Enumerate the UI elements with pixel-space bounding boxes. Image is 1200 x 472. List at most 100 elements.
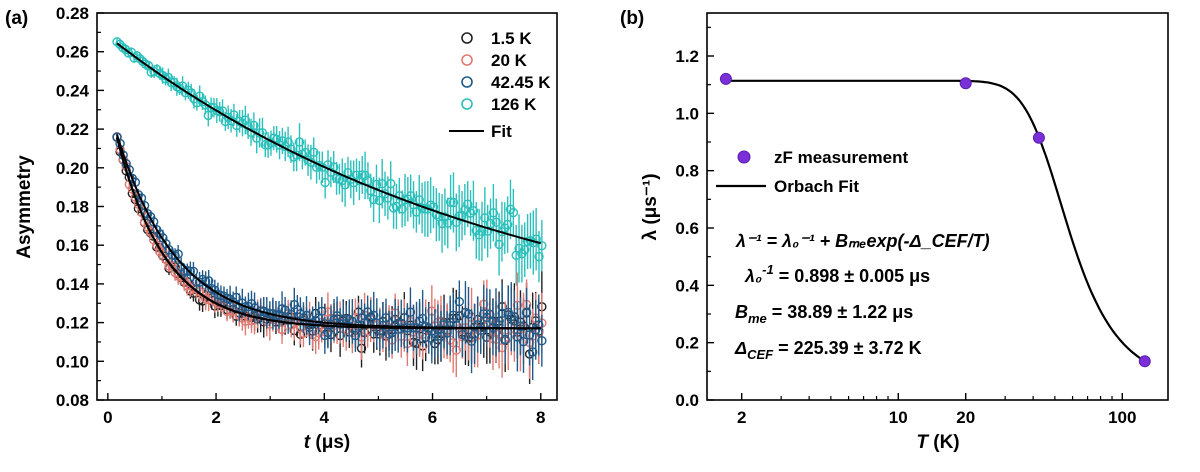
panel-b-data-point [1138,355,1151,368]
panel-a-data-point [194,277,205,287]
panel-a-data-point [309,147,319,157]
panel-b-fit-line [725,79,1146,363]
panel-a-data-point [531,234,541,244]
panel-a-legend-label: 126 K [491,95,537,114]
panel-a-data-point [537,336,547,346]
panel-a-legend-label: 20 K [491,51,528,70]
panel-a-legend-marker [461,54,473,66]
panel-a-data-point [323,327,333,338]
panel-a-data-point [225,294,235,305]
panel-a-data-point [249,120,259,131]
panel-a-data-point [145,227,156,237]
panel-a-data-point [397,204,407,214]
panel-a-data-point [391,201,402,212]
panel-a-data-point [365,313,376,323]
panel-a-y-tick-label: 0.22 [56,120,89,139]
panel-a-y-tick-label: 0.26 [56,43,89,62]
panel-a-data-point [405,307,416,317]
panel-a-data-point [405,191,416,201]
panel-a-data-point [454,296,465,307]
panel-a-data-point [142,209,153,219]
panel-b-data-point [1032,131,1045,144]
panel-a-y-ticks: 0.08 0.10 0.12 0.14 0.16 0.18 0.20 0.22 0.24 0.26… [56,4,104,410]
panel-b-data-point [959,77,972,90]
panel-a-data-point [480,213,490,223]
panel-a-legend: 1.5 K 20 K 42.45 K 126 K Fit [449,29,551,141]
panel-a-y-tick-label: 0.12 [56,314,89,333]
panel-b-y-ticks: 0.0 0.2 0.4 0.6 0.8 1.0 1.2 [675,26,714,410]
panel-a-fit-curve [116,42,542,245]
panel-a-data-point [476,325,486,335]
panel-a-data-point [485,218,496,229]
panel-a-data-point [320,330,330,341]
panel-a-data-point [414,316,425,326]
panel-a-data-point [448,310,458,320]
panel-a-data-point [255,306,266,317]
panel-b-y-tick-label: 1.2 [675,47,699,66]
panel-a-legend-marker [461,98,473,110]
panel-a-data-point [280,305,290,315]
panel-a-data-point [491,217,501,228]
panel-a-data-point [508,207,519,218]
panel-a-data-point [448,197,459,208]
panel-b-legend-fit-label: Orbach Fit [774,177,859,196]
panel-a-data-point [204,295,214,305]
panel-a-x-tick-label: 8 [536,408,545,427]
panel-b-y-tick-label: 0.2 [675,334,699,353]
panel-a-legend-marker [461,32,473,44]
panel-a-data-point [204,276,214,286]
panel-b-x-tick-label: 100 [1108,408,1136,427]
panel-a-data-point [301,310,312,321]
panel-a-data-point [502,219,513,230]
panel-a-y-tick-label: 0.24 [56,81,90,100]
panel-a-x-tick-label: 2 [211,408,220,427]
panel-a-data-point [463,199,473,209]
panel-a-data-point [381,313,391,323]
panel-a-y-tick-label: 0.18 [56,198,89,217]
panel-a-data-point [363,176,373,186]
panel-b-y-tick-label: 1.0 [675,104,699,123]
panel-a-data-point [197,97,208,107]
panel-a-data-point [149,66,159,77]
panel-a-data-point [534,251,544,262]
panel-a-data-point [457,329,468,340]
panel-a-label: (a) [5,8,28,29]
panel-a-data-point [386,178,396,189]
panel-a-x-tick-label: 6 [428,408,437,427]
panel-a-y-tick-label: 0.28 [56,4,89,23]
panel-a-data-point [289,299,299,310]
panel-a-x-ticks: 0 2 4 6 8 [103,393,545,427]
panel-a-data-point [537,241,547,251]
panel-b-points [719,72,1151,368]
equation-dcef: ΔCEF = 225.39 ± 3.72 K [734,338,922,362]
panel-a-y-axis-label: Asymmetry [14,155,35,259]
panel-b-y-tick-label: 0.8 [675,162,699,181]
panel-a-x-tick-label: 0 [103,408,112,427]
panel-b-frame [706,12,1169,401]
panel-a-data-point [497,308,507,319]
panel-a-data-point [185,266,196,277]
panel-a-data-point [515,321,526,332]
panel-b-y-tick-label: 0.4 [675,276,699,295]
panel-a-y-tick-label: 0.10 [56,352,89,371]
equation-orbach: λ⁻¹ = λ₀⁻¹ + Bₘₑexp(-Δ_CEF/T) [735,231,990,251]
panel-a-data-point [164,245,174,255]
equation-bme: Bme = 38.89 ± 1.22 μs [735,302,913,326]
panel-a-legend-marker [461,76,473,88]
panel-a-data-point [414,195,424,205]
panel-a-x-axis-label: t (μs) [304,432,350,453]
panel-b-label: (b) [620,8,644,29]
panel-a-data-point [145,212,156,222]
panel-a-data-point [350,330,361,341]
panel-a-data-point [509,316,520,326]
panel-a-data-point [317,306,327,317]
panel-a-data-point [514,243,524,254]
panel-a-data-point [148,235,159,245]
equation-lambda0: λ₀-1 = 0.898 ± 0.005 μs [744,262,930,286]
panel-a-legend-fit-label: Fit [491,122,512,141]
panel-a-data-point [512,332,523,342]
panel-a-fit-lines [116,42,542,330]
panel-a-data-point [427,333,437,343]
panel-a-data-point [488,208,499,218]
panel-a-y-tick-label: 0.08 [56,391,89,410]
